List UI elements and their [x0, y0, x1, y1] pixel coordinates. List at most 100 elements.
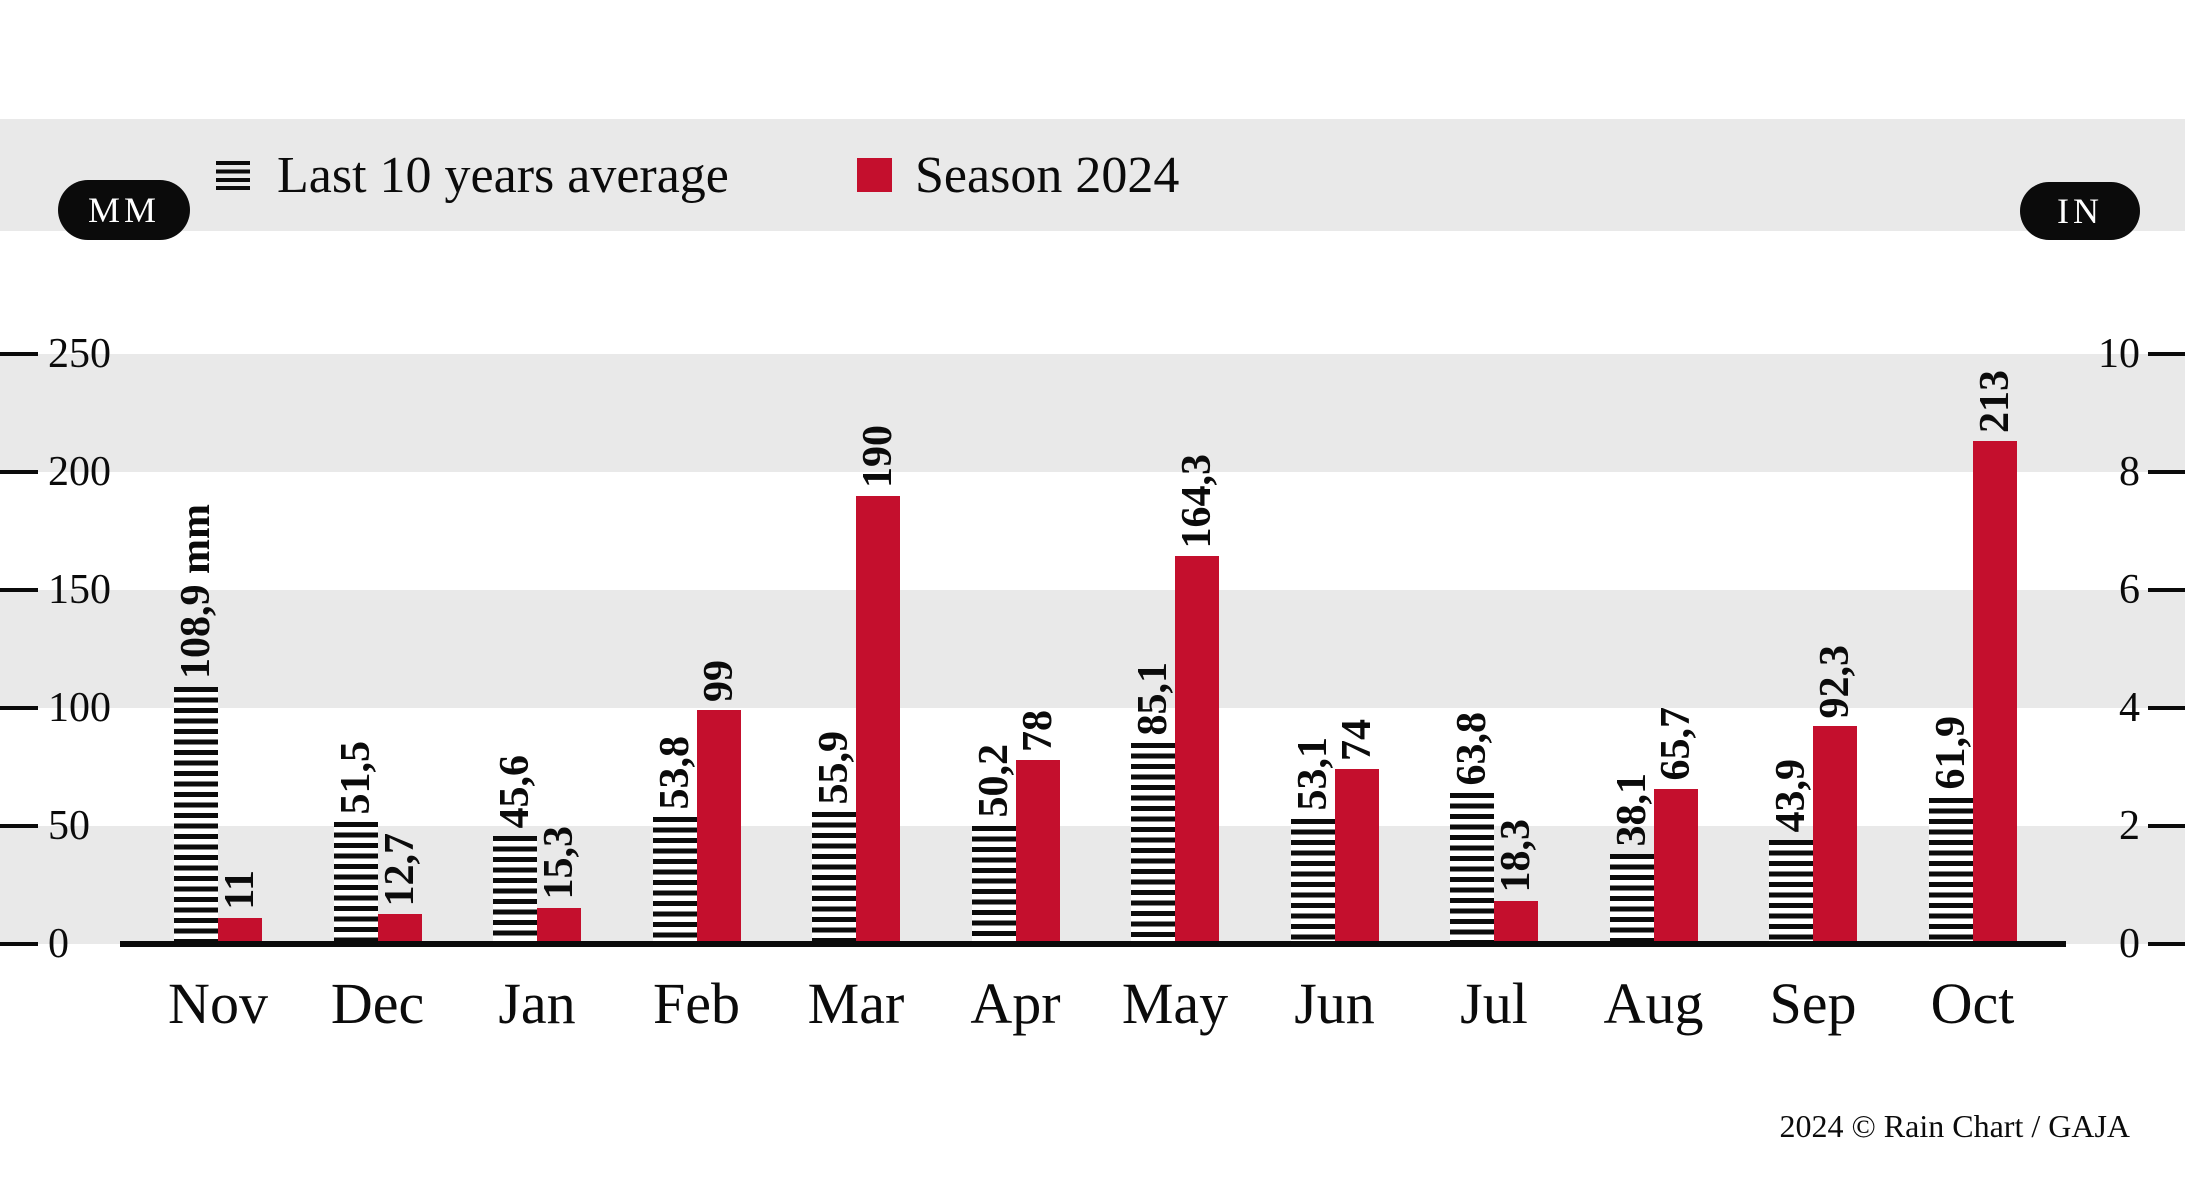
legend-average-label: Last 10 years average: [277, 146, 729, 204]
y-axis-tick-left: [0, 352, 38, 356]
season-bar: [1494, 900, 1538, 944]
season-value-label: 18,3: [1493, 819, 1539, 893]
avg-value-label: 63,8: [1449, 711, 1495, 786]
season-value-label: 99: [695, 660, 742, 703]
y-axis-tick-right: [2148, 588, 2185, 592]
y-axis-tick-left: [0, 706, 38, 710]
unit-pill-in: IN: [2020, 182, 2140, 240]
avg-bar: [1290, 818, 1335, 944]
y-axis-tick-right: [2148, 352, 2185, 356]
avg-bar: [652, 817, 697, 944]
y-axis-tick-right: [2148, 942, 2185, 946]
y-axis-label-mm: 50: [48, 803, 90, 849]
avg-value-label: 51,5: [332, 740, 379, 815]
avg-bar: [1609, 854, 1654, 944]
x-axis-month-label: Nov: [168, 971, 268, 1036]
season-value-label: 11: [217, 870, 263, 911]
y-axis-tick-left: [0, 588, 38, 592]
season-bar: [1972, 441, 2017, 944]
y-axis-label-mm: 150: [48, 567, 111, 613]
season-bar: [856, 495, 900, 944]
y-axis-tick-left: [0, 470, 38, 474]
x-axis-month-label: Mar: [807, 971, 905, 1036]
unit-pill-in-label: IN: [2057, 191, 2103, 231]
x-axis-line: [120, 941, 2066, 947]
y-axis-tick-right: [2148, 824, 2185, 828]
stripes-swatch-icon: [216, 160, 250, 190]
season-bar: [1334, 769, 1379, 944]
season-bar: [377, 914, 422, 944]
avg-bar: [1928, 797, 1973, 944]
season-bar: [1175, 556, 1219, 944]
x-axis-month-label: May: [1121, 971, 1229, 1036]
x-axis-month-label: Jun: [1294, 971, 1375, 1036]
y-axis-tick-left: [0, 942, 38, 946]
season-value-label: 164,3: [1174, 453, 1220, 549]
avg-bar: [1769, 840, 1813, 944]
grid-band: [0, 590, 2185, 708]
x-axis-month-label: Jan: [498, 971, 576, 1036]
red-square-swatch-icon: [857, 158, 892, 192]
y-axis-label-in: 4: [2119, 685, 2140, 731]
y-axis-label-mm: 250: [48, 331, 111, 377]
legend-item-season: Season 2024: [857, 119, 1179, 231]
x-axis-month-label: Aug: [1603, 971, 1704, 1036]
season-value-label: 74: [1333, 719, 1380, 762]
y-axis-label-mm: 0: [48, 921, 69, 967]
y-axis-label-mm: 100: [48, 685, 111, 731]
y-axis-tick-right: [2148, 706, 2185, 710]
season-value-label: 65,7: [1652, 707, 1699, 781]
avg-value-label: 108,9 mm: [173, 504, 219, 679]
avg-value-label: 61,9: [1927, 716, 1974, 790]
header-band: [0, 119, 2185, 231]
season-value-label: 213: [1971, 370, 2018, 434]
y-axis-label-in: 6: [2119, 567, 2140, 613]
y-axis-label-mm: 200: [48, 449, 111, 495]
y-axis-tick-left: [0, 824, 38, 828]
y-axis-label-in: 0: [2119, 921, 2140, 967]
season-bar: [1653, 788, 1698, 944]
season-bar: [537, 907, 581, 944]
x-axis-month-label: Jul: [1460, 971, 1528, 1036]
x-axis-month-label: Sep: [1769, 971, 1857, 1036]
legend-season-label: Season 2024: [915, 146, 1180, 204]
x-axis-month-label: Apr: [970, 971, 1061, 1036]
avg-value-label: 50,2: [970, 744, 1017, 818]
x-axis-month-label: Dec: [330, 971, 425, 1036]
avg-bar: [174, 687, 218, 944]
grid-band: [0, 354, 2185, 472]
y-axis-label-in: 10: [2098, 331, 2140, 377]
x-axis-month-label: Feb: [653, 971, 740, 1036]
avg-value-label: 43,9: [1768, 758, 1814, 833]
avg-value-label: 55,9: [811, 730, 857, 805]
season-bar: [218, 918, 262, 944]
y-axis-tick-right: [2148, 470, 2185, 474]
y-axis-label-in: 8: [2119, 449, 2140, 495]
season-value-label: 92,3: [1812, 644, 1858, 719]
avg-bar: [971, 825, 1016, 944]
avg-bar: [1131, 743, 1175, 944]
grid-band: [0, 826, 2185, 944]
season-value-label: 190: [855, 424, 901, 488]
avg-value-label: 85,1: [1130, 661, 1176, 736]
avg-bar: [1450, 793, 1494, 944]
season-bar: [1015, 759, 1060, 944]
avg-value-label: 38,1: [1608, 772, 1655, 847]
avg-value-label: 53,8: [651, 735, 698, 810]
season-bar: [1813, 726, 1857, 944]
unit-pill-mm-label: MM: [87, 190, 161, 230]
unit-pill-mm: MM: [58, 180, 190, 240]
avg-value-label: 45,6: [492, 754, 538, 829]
season-bar: [696, 710, 741, 944]
season-value-label: 15,3: [536, 826, 582, 900]
avg-bar: [493, 836, 537, 944]
x-axis-month-label: Oct: [1930, 971, 2015, 1036]
season-value-label: 12,7: [376, 832, 423, 907]
y-axis-label-in: 2: [2119, 803, 2140, 849]
avg-bar: [333, 822, 378, 944]
legend-item-average: Last 10 years average: [216, 119, 729, 231]
season-value-label: 78: [1014, 709, 1061, 752]
avg-value-label: 53,1: [1289, 737, 1336, 811]
footer-credit: 2024 © Rain Chart / GAJA: [1779, 1108, 2130, 1144]
